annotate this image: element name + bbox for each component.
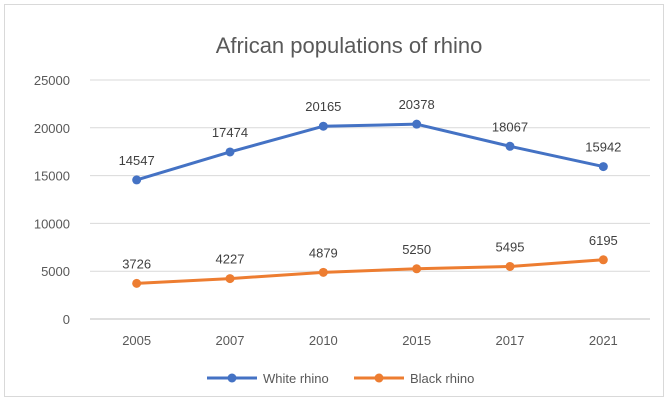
y-tick-label: 25000 xyxy=(34,73,70,88)
data-label: 15942 xyxy=(585,140,621,155)
x-tick-label: 2021 xyxy=(589,333,618,348)
legend-item: Black rhino xyxy=(354,371,474,386)
data-label: 20165 xyxy=(305,99,341,114)
y-tick-label: 15000 xyxy=(34,169,70,184)
x-tick-label: 2010 xyxy=(309,333,338,348)
data-label: 6195 xyxy=(589,233,618,248)
legend-label: White rhino xyxy=(263,371,329,386)
y-tick-label: 20000 xyxy=(34,121,70,136)
data-point xyxy=(412,119,422,129)
data-label: 17474 xyxy=(212,125,248,140)
legend-marker xyxy=(374,373,384,383)
legend-label: Black rhino xyxy=(410,371,474,386)
legend-item: White rhino xyxy=(207,371,329,386)
legend-marker xyxy=(227,373,237,383)
x-tick-label: 2017 xyxy=(496,333,525,348)
data-label: 4879 xyxy=(309,245,338,260)
x-tick-label: 2015 xyxy=(402,333,431,348)
data-label: 20378 xyxy=(399,97,435,112)
data-label: 14547 xyxy=(119,153,155,168)
y-tick-label: 10000 xyxy=(34,216,70,231)
series-line-white-rhino xyxy=(135,122,605,182)
y-tick-label: 5000 xyxy=(41,264,70,279)
series-line-black-rhino xyxy=(135,258,605,285)
data-label: 5250 xyxy=(402,242,431,257)
data-label: 5495 xyxy=(496,239,525,254)
data-label: 3726 xyxy=(122,256,151,271)
data-label: 4227 xyxy=(216,252,245,267)
data-label: 18067 xyxy=(492,119,528,134)
y-tick-label: 0 xyxy=(63,312,70,327)
data-point xyxy=(598,162,608,172)
data-point xyxy=(505,141,515,151)
data-point xyxy=(225,147,235,157)
data-point xyxy=(598,255,608,265)
data-point xyxy=(132,175,142,185)
data-point xyxy=(132,278,142,288)
chart-title: African populations of rhino xyxy=(216,33,483,58)
data-point xyxy=(318,267,328,277)
data-point xyxy=(225,274,235,284)
x-tick-label: 2007 xyxy=(216,333,245,348)
data-point xyxy=(505,261,515,271)
x-tick-label: 2005 xyxy=(122,333,151,348)
data-point xyxy=(318,121,328,131)
data-point xyxy=(412,264,422,274)
chart-border xyxy=(4,4,664,397)
